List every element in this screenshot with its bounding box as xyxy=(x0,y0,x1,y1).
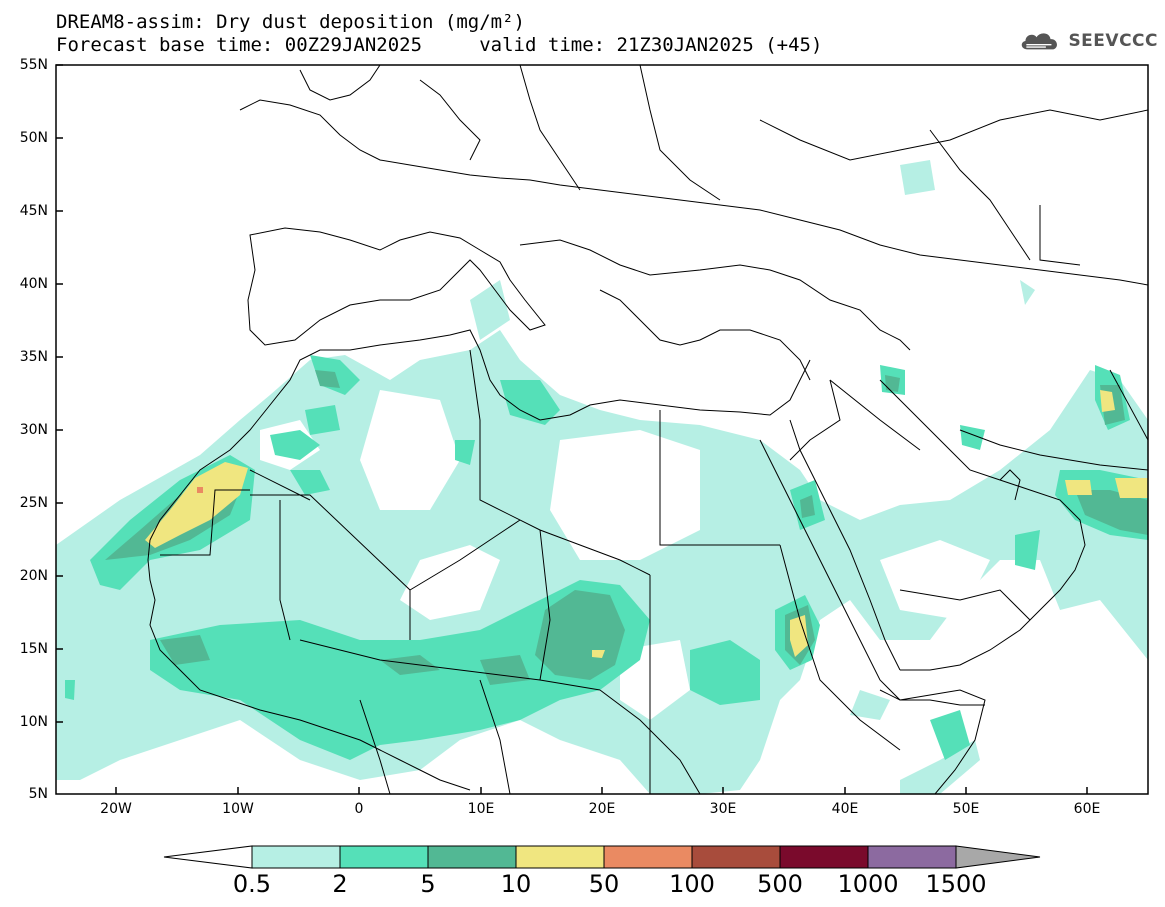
lat-label: 30N xyxy=(19,422,48,438)
lon-label: 20W xyxy=(100,801,132,817)
colorbar-swatch-7 xyxy=(779,845,869,869)
field-level-50 xyxy=(197,487,203,493)
lat-label: 50N xyxy=(19,130,48,146)
colorbar-label: 1000 xyxy=(837,870,899,898)
colorbar-swatch-1 xyxy=(251,845,341,869)
deposition-fields xyxy=(56,160,1148,794)
cloud-icon xyxy=(1021,33,1057,50)
colorbar-label: 500 xyxy=(757,870,803,898)
lat-label: 15N xyxy=(19,641,48,657)
forecast-time-line: Forecast base time: 00Z29JAN2025 valid t… xyxy=(56,34,823,56)
lon-label: 60E xyxy=(1073,801,1101,817)
colorbar-swatch-5 xyxy=(603,845,693,869)
lon-label: 50E xyxy=(952,801,980,817)
country-boundaries xyxy=(147,65,1148,794)
lon-label: 20E xyxy=(588,801,616,817)
colorbar-label: 100 xyxy=(669,870,715,898)
field-level-10 xyxy=(145,390,1148,658)
colorbar-label: 0.5 xyxy=(232,870,272,898)
colorbar xyxy=(163,845,1041,869)
colorbar-label: 10 xyxy=(500,870,532,898)
colorbar-swatch-3 xyxy=(427,845,517,869)
colorbar-swatch-4 xyxy=(515,845,605,869)
lat-label: 25N xyxy=(19,495,48,511)
colorbar-swatch-6 xyxy=(691,845,781,869)
axis-ticks xyxy=(56,64,1088,794)
colorbar-label: 50 xyxy=(588,870,620,898)
lon-label: 0 xyxy=(354,801,364,817)
lat-label: 35N xyxy=(19,349,48,365)
colorbar-label: 1500 xyxy=(925,870,987,898)
logo-text: SEEVCCC xyxy=(1068,31,1158,51)
colorbar-swatch-2 xyxy=(339,845,429,869)
lon-label: 30E xyxy=(709,801,737,817)
colorbar-over-arrow xyxy=(955,845,1041,869)
colorbar-label: 2 xyxy=(332,870,348,898)
colorbar-under-arrow xyxy=(163,845,253,869)
lat-label: 5N xyxy=(28,786,48,802)
field-gaps xyxy=(260,390,990,720)
lat-label: 55N xyxy=(19,57,48,73)
lon-label: 10E xyxy=(467,801,495,817)
colorbar-label: 5 xyxy=(420,870,436,898)
lat-label: 45N xyxy=(19,203,48,219)
lat-label: 20N xyxy=(19,568,48,584)
colorbar-swatch-8 xyxy=(867,845,957,869)
seevccc-logo: SEEVCCC xyxy=(1018,28,1158,54)
map-title: DREAM8-assim: Dry dust deposition (mg/m²… xyxy=(56,11,525,33)
lon-label: 10W xyxy=(222,801,254,817)
lat-label: 10N xyxy=(19,714,48,730)
lat-label: 40N xyxy=(19,276,48,292)
lon-label: 40E xyxy=(831,801,859,817)
